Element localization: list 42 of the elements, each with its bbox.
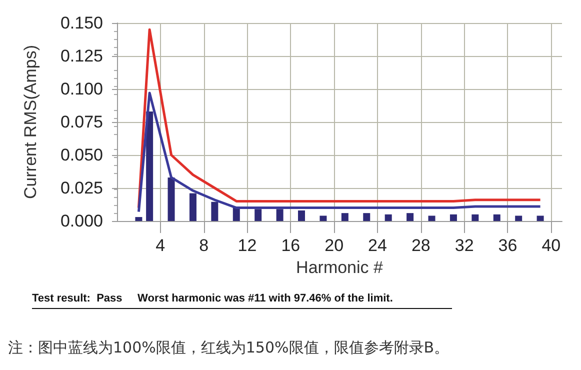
line-series: [137, 92, 542, 214]
x-tick-label: 36: [498, 236, 518, 255]
bar: [341, 213, 348, 221]
bar: [211, 202, 218, 221]
line-series: [137, 28, 542, 210]
x-tick-label: 20: [324, 236, 344, 255]
bar: [189, 193, 196, 221]
y-tick-label: 0.050: [60, 146, 103, 164]
bar: [406, 213, 414, 221]
bar: [536, 216, 544, 221]
bar: [428, 216, 436, 221]
bar: [276, 209, 284, 221]
bar: [254, 209, 262, 221]
y-tick-label: 0.075: [60, 112, 103, 132]
bar: [493, 214, 500, 221]
bar: [450, 214, 457, 221]
bar: [168, 177, 175, 221]
bar: [146, 111, 154, 221]
y-axis-title: Current RMS(Amps): [21, 45, 40, 199]
bar: [363, 213, 370, 221]
text: 注：图中蓝线为100%限值，红线为150%限值，限值参考附录B。: [8, 338, 450, 356]
x-tick-label: 32: [454, 236, 474, 255]
bar: [135, 217, 142, 221]
y-tick-label: 0.000: [60, 212, 103, 230]
x-axis-title: Harmonic #: [296, 258, 384, 277]
bar: [515, 216, 522, 221]
y-tick-label: 0.150: [60, 14, 103, 32]
bar: [320, 216, 327, 221]
y-tick-label: 0.025: [60, 178, 103, 198]
x-tick-label: 4: [156, 236, 166, 255]
x-tick-label: 40: [542, 236, 561, 255]
x-tick-label: 12: [238, 236, 257, 255]
x-tick-label: 16: [281, 236, 300, 255]
x-tick-label: 28: [411, 236, 430, 255]
x-tick-label: 8: [199, 236, 209, 255]
y-tick-label: 0.100: [60, 80, 103, 98]
x-tick-label: 24: [368, 236, 387, 255]
bar: [472, 214, 479, 221]
bar: [384, 214, 392, 221]
bar: [298, 210, 306, 221]
text: Test result: Pass Worst harmonic was #11 with 97.46% of the limit.: [32, 292, 393, 304]
y-tick-label: 0.125: [60, 46, 103, 66]
